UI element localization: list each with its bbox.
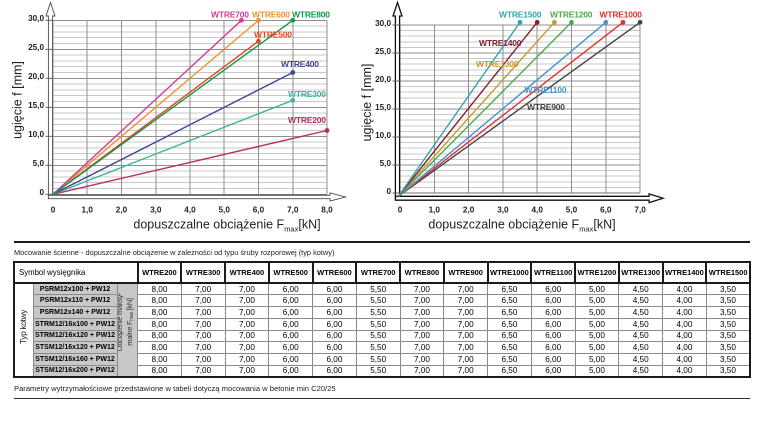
svg-text:dopuszczalne obciążenie Fmax[k: dopuszczalne obciążenie Fmax[kN]: [133, 218, 320, 234]
svg-text:WTRE700: WTRE700: [211, 10, 249, 20]
svg-text:25,0: 25,0: [375, 47, 391, 56]
svg-text:ugięcie f [mm]: ugięcie f [mm]: [11, 61, 25, 139]
svg-text:WTRE1400: WTRE1400: [479, 38, 522, 48]
svg-text:0: 0: [386, 187, 391, 196]
svg-text:10,0: 10,0: [375, 131, 391, 140]
svg-text:WTRE500: WTRE500: [254, 30, 292, 40]
svg-text:WTRE900: WTRE900: [527, 102, 565, 112]
svg-text:15,0: 15,0: [28, 101, 44, 110]
svg-text:WTRE1500: WTRE1500: [499, 10, 542, 20]
svg-text:30,0: 30,0: [28, 14, 44, 23]
svg-text:ugięcie f [mm]: ugięcie f [mm]: [360, 64, 374, 142]
svg-text:2,0: 2,0: [463, 206, 475, 215]
svg-text:0: 0: [39, 188, 44, 197]
svg-text:dopuszczalne obciążenie Fmax[k: dopuszczalne obciążenie Fmax[kN]: [428, 218, 615, 234]
svg-text:WTRE300: WTRE300: [288, 89, 326, 99]
svg-text:7,0: 7,0: [287, 206, 299, 215]
svg-text:WTRE800: WTRE800: [292, 10, 330, 20]
svg-text:8,0: 8,0: [321, 206, 333, 215]
svg-text:10,0: 10,0: [28, 130, 44, 139]
svg-text:4,0: 4,0: [184, 206, 196, 215]
svg-text:30,0: 30,0: [375, 19, 391, 28]
svg-text:WTRE1000: WTRE1000: [600, 10, 643, 20]
svg-text:2,0: 2,0: [116, 206, 128, 215]
svg-text:25,0: 25,0: [28, 43, 44, 52]
svg-text:WTRE600: WTRE600: [252, 10, 290, 20]
svg-text:20,0: 20,0: [375, 75, 391, 84]
svg-text:20,0: 20,0: [28, 72, 44, 81]
svg-text:5,0: 5,0: [219, 206, 231, 215]
svg-text:WTRE1100: WTRE1100: [525, 85, 567, 95]
svg-text:1,0: 1,0: [82, 206, 94, 215]
svg-text:5,0: 5,0: [566, 206, 578, 215]
svg-text:3,0: 3,0: [497, 206, 509, 215]
svg-text:4,0: 4,0: [532, 206, 544, 215]
svg-text:1,0: 1,0: [429, 206, 441, 215]
svg-text:5,0: 5,0: [380, 159, 392, 168]
svg-text:WTRE1200: WTRE1200: [550, 10, 593, 20]
svg-text:15,0: 15,0: [375, 103, 391, 112]
svg-text:WTRE400: WTRE400: [281, 59, 319, 69]
svg-text:WTRE200: WTRE200: [288, 115, 326, 125]
svg-text:3,0: 3,0: [150, 206, 162, 215]
svg-text:WTRE1300: WTRE1300: [476, 59, 519, 69]
svg-text:0: 0: [398, 206, 403, 215]
svg-text:0: 0: [51, 206, 56, 215]
svg-text:6,0: 6,0: [600, 206, 612, 215]
svg-text:5,0: 5,0: [33, 159, 45, 168]
svg-text:6,0: 6,0: [253, 206, 265, 215]
svg-text:7,0: 7,0: [634, 206, 646, 215]
